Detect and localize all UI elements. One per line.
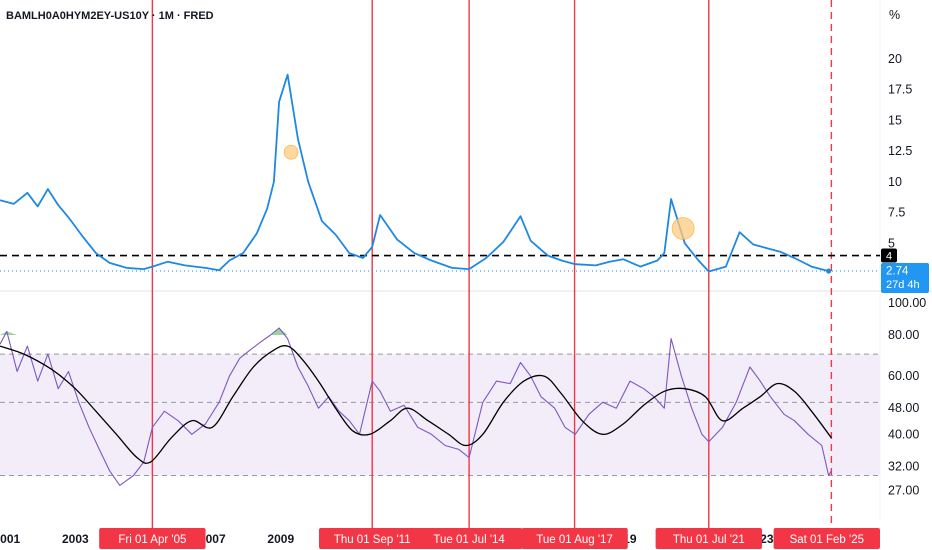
price-y-tick: 10	[888, 175, 902, 189]
rsi-series-line	[0, 327, 832, 486]
event-flag-label: Thu 01 Jul '21	[673, 534, 745, 546]
rsi-y-tick: 27.00	[888, 484, 919, 498]
event-flag-6: Sat 01 Feb '25	[773, 528, 880, 549]
price-y-tick: 5	[888, 236, 895, 250]
event-flag-5: Thu 01 Jul '21	[655, 528, 762, 549]
event-flag-bg	[99, 528, 206, 549]
event-lines	[151, 0, 833, 528]
last-value-dot	[826, 268, 832, 274]
level-badge-bg	[881, 248, 897, 263]
rsi-y-tick: 32.00	[888, 459, 919, 473]
rsi-y-tick: 80.00	[888, 328, 919, 342]
rsi-overbought-fill-26	[270, 327, 288, 335]
level-badge-label: 4	[886, 251, 892, 263]
rsi-y-tick: 100.00	[888, 296, 926, 310]
highlight-circle-2	[671, 217, 695, 240]
price-y-tick: 17.5	[888, 83, 912, 97]
x-tick-2007: 2007	[199, 532, 226, 546]
last-value-badge-bg	[881, 263, 929, 294]
event-flag-bg	[655, 528, 762, 549]
rsi-y-tick: 48.00	[888, 401, 919, 415]
x-tick-2009: 2009	[267, 532, 294, 546]
level-badge: 4	[881, 248, 897, 263]
event-flag-1: Fri 01 Apr '05	[99, 528, 206, 549]
event-flag-3: Tue 01 Jul '14	[415, 528, 523, 549]
price-y-tick: 20	[888, 52, 902, 66]
unit-label: %	[889, 8, 900, 22]
last-value-badge-value: 2.74	[886, 266, 909, 278]
rsi-ma-line	[0, 345, 832, 464]
price-y-tick: 7.5	[888, 206, 905, 220]
event-flag-label: Tue 01 Aug '17	[536, 534, 613, 546]
rsi-panel-background	[0, 353, 880, 477]
event-flags: Fri 01 Apr '05 Thu 01 Sep '11 Tue 01 Jul '…	[99, 528, 880, 549]
rsi-y-tick: 40.00	[888, 427, 919, 441]
event-flag-4: Tue 01 Aug '17	[521, 528, 628, 549]
event-flag-label: Tue 01 Jul '14	[433, 534, 505, 546]
chart-title: BAMLH0A0HYM2EY-US10Y · 1M · FRED	[6, 10, 214, 22]
event-flag-bg	[415, 528, 523, 549]
rsi-band	[0, 354, 880, 476]
event-flag-label: Sat 01 Feb '25	[790, 534, 864, 546]
x-tick-2001: 2001	[0, 532, 21, 546]
event-flag-2: Thu 01 Sep '11	[319, 528, 426, 549]
rsi-overbought-fill-1	[0, 331, 18, 335]
event-flag-bg	[521, 528, 628, 549]
event-flag-bg	[773, 528, 880, 549]
event-flag-label: Thu 01 Sep '11	[334, 534, 411, 546]
markers	[283, 144, 695, 240]
highlight-circle-1	[283, 144, 299, 160]
price-y-tick: 12.5	[888, 144, 912, 158]
price-series-line	[0, 73, 829, 273]
level-lines	[0, 254, 880, 272]
event-flag-bg	[319, 528, 426, 549]
event-flag-label: Fri 01 Apr '05	[118, 534, 186, 546]
x-tick-2003: 2003	[62, 532, 89, 546]
rsi-y-tick: 60.00	[888, 369, 919, 383]
price-y-tick: 15	[888, 113, 902, 127]
y-axis: 5 7.5 10 12.5 15 17.5 20 27.00 32.00 40.00 48.00 60…	[888, 52, 926, 498]
last-value-badge-countdown: 27d 4h	[886, 279, 920, 291]
